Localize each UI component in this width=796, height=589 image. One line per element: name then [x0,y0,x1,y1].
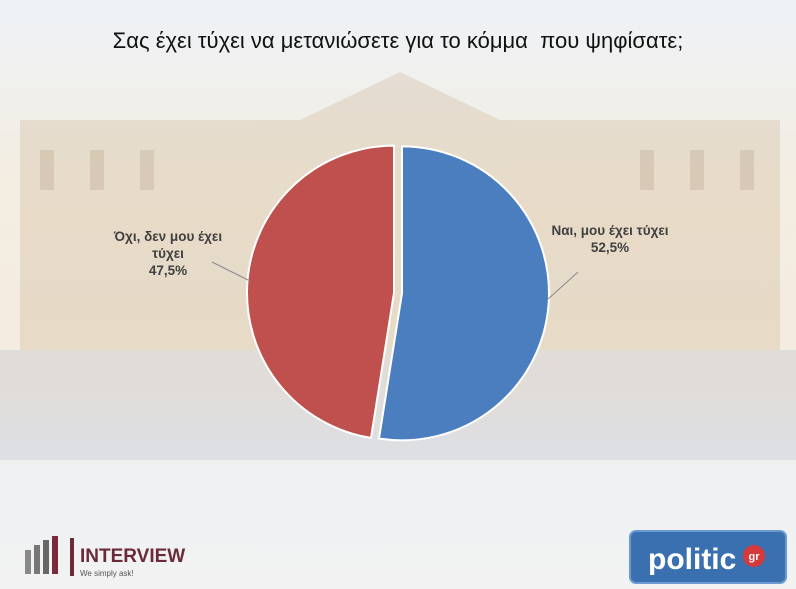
leader-line [211,261,251,282]
logo-icon [52,536,58,574]
leader-line [546,271,579,301]
logo-bar [70,538,74,576]
logo-badge-text: gr [749,551,761,563]
slice-value: 52,5% [590,240,630,255]
logo-left: INTERVIEW [80,546,185,567]
logo-tagline: We simply ask! [80,569,134,578]
slice-name: Όχι, δεν μου έχει τύχει [113,229,223,261]
logo-icon [43,540,49,574]
logo-right: politic [648,543,736,576]
logo-icon [34,545,40,574]
slice-value: 47,5% [148,263,188,278]
logo-icon [25,550,31,574]
chart-title: Σας έχει τύχει να μετανιώσετε για το κόμ… [112,28,684,53]
logo-badge [743,545,765,567]
pie-slice [377,145,550,442]
data-label: Όχι, δεν μου έχει τύχει 47,5% [103,228,233,279]
logo-right-box [629,530,787,584]
pie-slice [246,144,396,440]
data-label: Ναι, μου έχει τύχει 52,5% [545,222,675,256]
slice-name: Ναι, μου έχει τύχει [551,223,669,238]
